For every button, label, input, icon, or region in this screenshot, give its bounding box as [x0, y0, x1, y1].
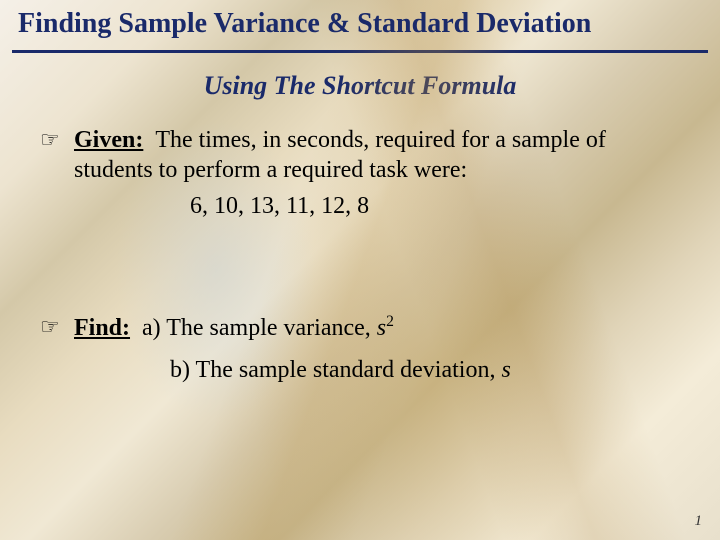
pointing-hand-icon: ☞ — [40, 125, 74, 155]
find-a-exponent: 2 — [386, 313, 394, 330]
title-underline — [12, 50, 708, 53]
find-b-symbol: s — [501, 357, 510, 383]
slide: Finding Sample Variance & Standard Devia… — [0, 0, 720, 540]
content-area: ☞ Given: The times, in seconds, required… — [0, 101, 720, 384]
given-values: 6, 10, 13, 11, 12, 8 — [190, 193, 680, 220]
find-a-symbol: s — [377, 315, 386, 341]
given-description: The times, in seconds, required for a sa… — [74, 127, 606, 183]
find-b-text: b) The sample standard deviation, — [170, 357, 501, 383]
find-label: Find: — [74, 315, 130, 341]
find-part-a: Find: a) The sample variance, s2 — [74, 312, 394, 343]
given-block: ☞ Given: The times, in seconds, required… — [40, 125, 680, 185]
page-number: 1 — [695, 513, 703, 530]
slide-title: Finding Sample Variance & Standard Devia… — [18, 8, 702, 40]
given-label: Given: — [74, 127, 143, 153]
title-area: Finding Sample Variance & Standard Devia… — [0, 0, 720, 46]
find-a-text: a) The sample variance, — [142, 315, 377, 341]
find-block: ☞ Find: a) The sample variance, s2 — [40, 312, 680, 343]
pointing-hand-icon: ☞ — [40, 312, 74, 342]
find-part-b: b) The sample standard deviation, s — [170, 357, 680, 384]
slide-subtitle: Using The Shortcut Formula — [0, 71, 720, 101]
given-text: Given: The times, in seconds, required f… — [74, 125, 680, 185]
